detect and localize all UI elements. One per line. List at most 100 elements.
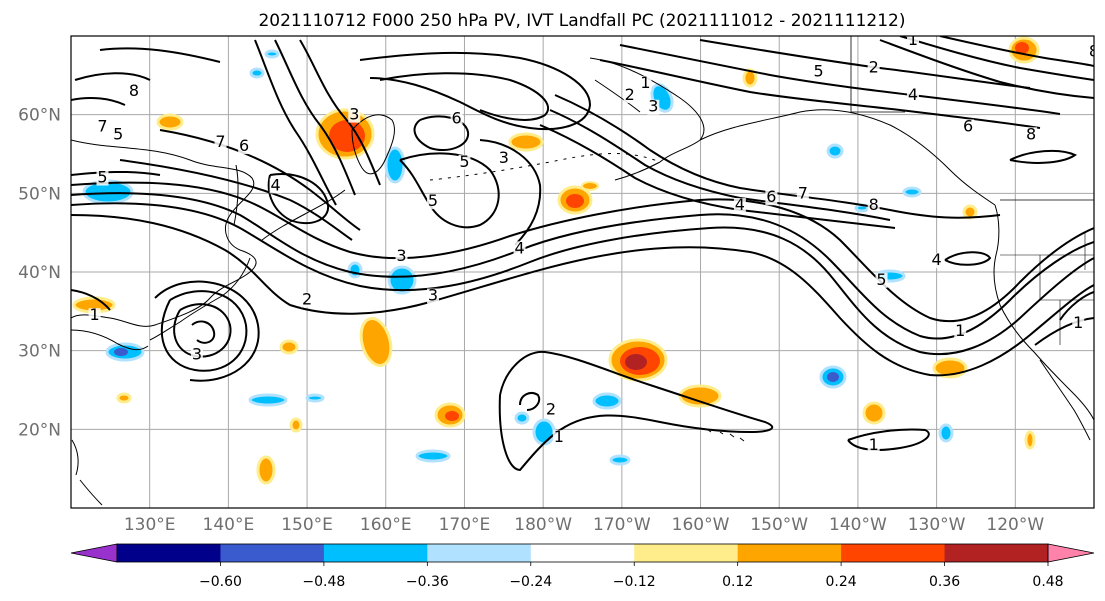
contour-label: 1 [640, 73, 650, 92]
lat-tick-label: 30°N [18, 342, 61, 362]
lon-tick-label: 170°W [593, 515, 651, 535]
longitude-labels: 130°E 140°E 150°E 160°E 170°E 180°W 170°W 160°W… [124, 515, 1045, 535]
contour-label: 7 [215, 132, 225, 151]
lon-tick-label: 120°W [986, 515, 1044, 535]
contour-label-bg [1088, 44, 1094, 60]
lat-tick-label: 60°N [18, 106, 61, 126]
contour-label-bg [269, 178, 282, 194]
colorbar-segment [220, 544, 325, 562]
contour-label-bg [930, 253, 943, 269]
contour-label-bg [190, 347, 203, 363]
pv-positive-anomaly [72, 36, 1040, 485]
contour-label: 3 [349, 105, 359, 124]
contour-label: 6 [766, 187, 776, 206]
contour-label-bg [127, 84, 140, 99]
colorbar-segment [841, 544, 946, 562]
contour-label-bg [623, 87, 636, 103]
contour-label: 4 [932, 250, 942, 269]
lon-tick-label: 160°E [360, 515, 412, 535]
lat-tick-label: 20°N [18, 420, 61, 440]
contour-label: 1 [1073, 313, 1083, 332]
contour-label-bg [458, 154, 471, 170]
contour-label: 2 [869, 57, 879, 76]
colorbar-tick-label: −0.24 [509, 574, 552, 590]
contour-label: 3 [428, 286, 438, 305]
contour-label-bg [395, 249, 408, 265]
contour-label: 5 [428, 191, 438, 210]
lon-tick-label: 180°W [514, 515, 572, 535]
lon-tick-label: 130°W [908, 515, 966, 535]
lon-tick-label: 160°W [672, 515, 730, 535]
contour-label: 4 [735, 195, 745, 214]
contour-label: 2 [546, 400, 556, 419]
lon-tick-label: 150°W [750, 515, 808, 535]
contour-label-bg [812, 64, 825, 80]
contour-label-bg [545, 402, 558, 418]
contour-label: 8 [1026, 124, 1036, 143]
contour-label: 6 [239, 136, 249, 155]
lat-tick-label: 40°N [18, 263, 61, 283]
contour-label: 4 [271, 175, 281, 194]
contour-label-bg [1096, 60, 1105, 75]
lon-tick-label: 140°W [829, 515, 887, 535]
contour-label-bg [639, 76, 652, 92]
contour-label: 5 [113, 124, 123, 143]
contour-label-bg [96, 170, 109, 186]
contour-label: 5 [813, 61, 823, 80]
contour-label-bg [907, 87, 920, 103]
colorbar-tick-label: 0.48 [1032, 574, 1063, 590]
contour-label-bg [875, 272, 888, 288]
contour-label-bg [954, 323, 967, 339]
lon-tick-label: 150°E [281, 515, 333, 535]
contour-label-bg [301, 292, 314, 308]
contour-label-bg [1025, 127, 1038, 143]
contour-label-bg [426, 288, 439, 304]
contour-label-bg [238, 139, 251, 155]
figure-title: 2021110712 F000 250 hPa PV, IVT Landfall… [258, 11, 905, 31]
contour-label-bg [796, 186, 809, 202]
contour-label: 3 [396, 246, 406, 265]
contour-label-bg [497, 150, 510, 166]
contour-label: 1 [554, 427, 564, 446]
latitude-labels: 60°N 50°N 40°N 30°N 20°N [18, 106, 61, 441]
map-border [70, 35, 1095, 509]
colorbar-segment [944, 544, 1049, 562]
colorbar: −0.60 −0.48 −0.36 −0.24 −0.12 0.12 0.24 0.36 0.4… [70, 543, 1095, 590]
contour-label-bg [962, 119, 975, 135]
contour-label-bg [112, 127, 125, 143]
colorbar-segment [117, 544, 221, 562]
contour-label-bg [1072, 316, 1085, 332]
contour-label-bg [96, 119, 109, 135]
contour-label-bg [647, 99, 660, 115]
contour-label-bg [552, 430, 565, 446]
contour-label-bg [1096, 72, 1105, 87]
contour-label-bg [907, 36, 920, 48]
contour-label-bg [867, 60, 880, 76]
contour-label: 3 [192, 345, 202, 364]
lon-tick-label: 140°E [203, 515, 255, 535]
contour-label: 3 [499, 148, 509, 167]
contour-label-bg [88, 308, 101, 324]
lon-tick-label: 170°E [439, 515, 491, 535]
contour-label-bg [348, 107, 361, 123]
lon-tick-label: 130°E [124, 515, 176, 535]
colorbar-extend-high [1047, 543, 1095, 563]
contour-label: 7 [798, 183, 808, 202]
colorbar-extend-low [70, 543, 118, 563]
contour-label: 1 [869, 435, 879, 454]
colorbar-outline [116, 543, 1049, 563]
colorbar-tick-label: 0.24 [826, 574, 857, 590]
contour-label: 6 [1097, 57, 1105, 76]
contour-label: 1 [90, 305, 100, 324]
colorbar-tick-label: −0.48 [302, 574, 345, 590]
colorbar-tick-label: 0.12 [722, 574, 753, 590]
contour-label-bg [867, 198, 880, 214]
contour-label: 1 [908, 30, 918, 49]
contour-label: 2 [302, 289, 312, 308]
contour-label: 4 [514, 238, 524, 257]
contour-label-bg [450, 111, 463, 127]
colorbar-segment [737, 544, 842, 562]
contour-label: 3 [648, 97, 658, 116]
